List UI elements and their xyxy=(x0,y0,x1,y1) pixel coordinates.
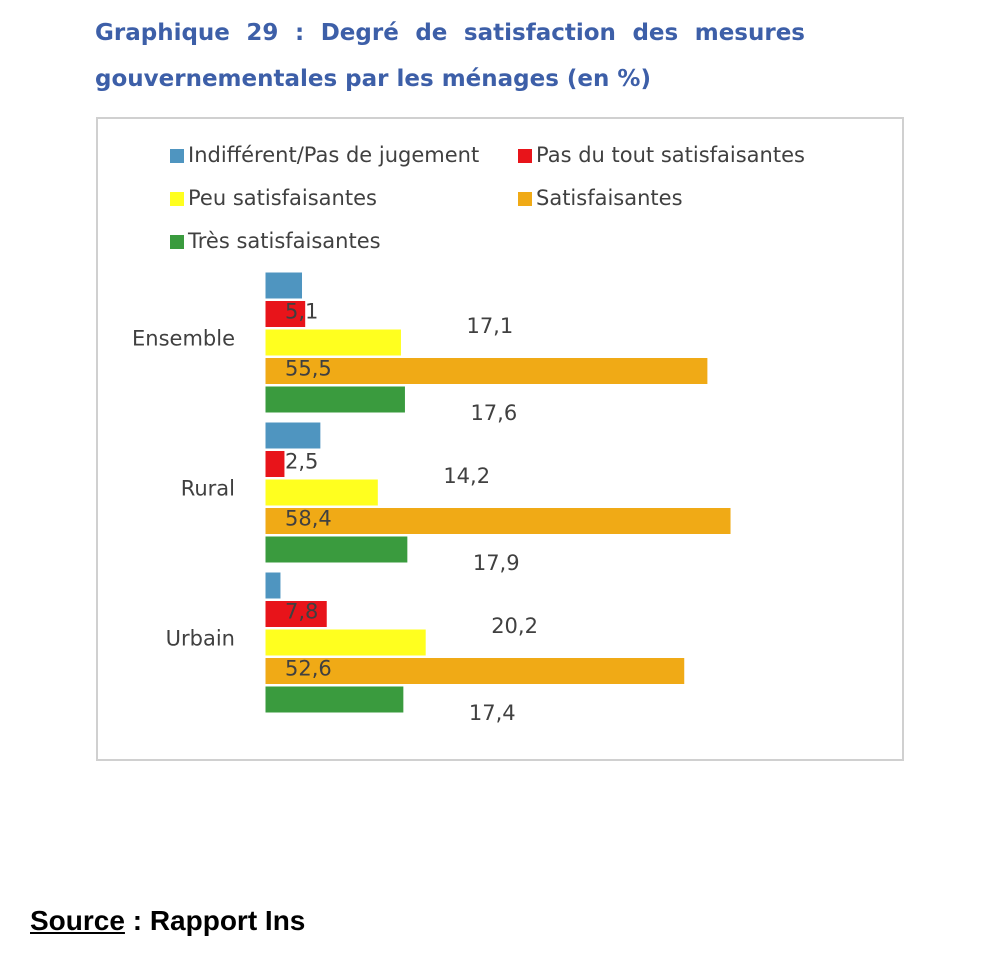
value-label: 52,6 xyxy=(285,657,332,681)
legend-label: Indifférent/Pas de jugement xyxy=(188,143,479,167)
bar xyxy=(264,478,379,507)
chart-title: Graphique 29 : Degré de satisfaction des… xyxy=(95,20,805,92)
bar xyxy=(264,507,732,535)
bar xyxy=(264,328,402,357)
value-label: 58,4 xyxy=(285,507,332,531)
source: Source : Rapport Ins xyxy=(30,905,305,937)
bar xyxy=(264,450,286,478)
category-label: Rural xyxy=(181,476,235,500)
legend-swatch xyxy=(170,235,184,249)
value-label: 17,1 xyxy=(466,314,513,338)
bar xyxy=(264,421,322,450)
legend-label: Pas du tout satisfaisantes xyxy=(536,143,805,167)
value-label: 17,9 xyxy=(473,551,520,575)
value-label: 20,2 xyxy=(491,614,538,638)
category-label: Urbain xyxy=(166,626,235,650)
bar xyxy=(264,657,686,685)
bar xyxy=(264,571,282,600)
value-label: 7,8 xyxy=(285,600,318,624)
value-label: 2,5 xyxy=(285,450,318,474)
legend-swatch xyxy=(518,192,532,206)
value-label: 14,2 xyxy=(443,464,490,488)
bar xyxy=(264,685,405,714)
legend-label: Satisfaisantes xyxy=(536,186,683,210)
legend-swatch xyxy=(518,149,532,163)
bar xyxy=(264,300,307,328)
bar xyxy=(264,385,406,414)
bar xyxy=(264,628,427,657)
legend-label: Peu satisfaisantes xyxy=(188,186,377,210)
source-text: : Rapport Ins xyxy=(132,905,306,936)
bar xyxy=(264,535,409,564)
value-label: 5,1 xyxy=(285,300,318,324)
legend-swatch xyxy=(170,149,184,163)
value-label: 17,4 xyxy=(469,701,516,725)
chart-frame xyxy=(96,117,904,761)
category-label: Ensemble xyxy=(132,326,235,350)
legend-label: Très satisfaisantes xyxy=(187,229,381,253)
source-label: Source xyxy=(30,905,125,936)
bar xyxy=(264,600,328,628)
bar xyxy=(264,357,709,385)
value-label: 55,5 xyxy=(285,357,332,381)
chart: Indifférent/Pas de jugement Pas du tout s… xyxy=(96,117,904,761)
bar xyxy=(264,271,304,300)
legend-swatch xyxy=(170,192,184,206)
value-label: 17,6 xyxy=(470,401,517,425)
